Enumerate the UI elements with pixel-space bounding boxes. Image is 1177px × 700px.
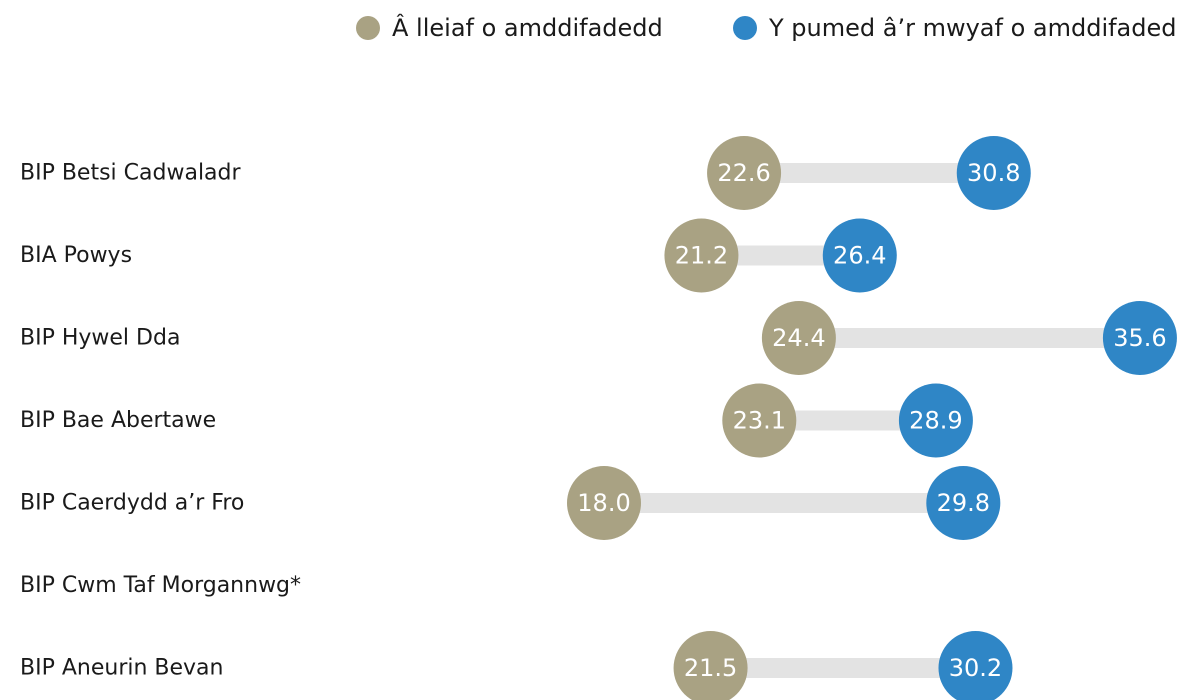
value-label-least-deprived: 21.5 — [684, 654, 737, 682]
point-least-deprived — [567, 466, 641, 540]
legend-dot-most-deprived — [733, 16, 757, 40]
connector-bar — [759, 410, 936, 431]
value-label-most-deprived: 35.6 — [1113, 324, 1166, 352]
point-most-deprived — [926, 466, 1001, 540]
point-least-deprived — [722, 383, 797, 458]
category-label: BIP Betsi Cadwaladr — [20, 161, 242, 186]
category-label: BIP Caerdydd a’r Fro — [20, 491, 244, 516]
connector-bar — [744, 163, 994, 183]
point-least-deprived — [664, 218, 739, 293]
connector-bar — [604, 493, 964, 513]
category-label: BIP Cwm Taf Morgannwg* — [20, 573, 301, 598]
point-most-deprived — [898, 383, 973, 458]
category-label: BIP Aneurin Bevan — [20, 656, 223, 681]
legend-item-most-deprived: Y pumed â’r mwyaf o amddifadedd — [733, 14, 1177, 42]
value-label-least-deprived: 24.4 — [772, 324, 825, 352]
legend-label-most-deprived: Y pumed â’r mwyaf o amddifadedd — [769, 14, 1177, 42]
category-label: BIP Hywel Dda — [20, 326, 180, 351]
value-label-least-deprived: 21.2 — [675, 242, 728, 270]
point-most-deprived — [822, 218, 897, 293]
value-label-least-deprived: 18.0 — [577, 489, 630, 517]
value-label-most-deprived: 26.4 — [833, 242, 886, 270]
value-label-least-deprived: 22.6 — [717, 159, 770, 187]
value-label-most-deprived: 29.8 — [937, 489, 990, 517]
connector-bar — [701, 245, 860, 266]
value-label-least-deprived: 23.1 — [733, 407, 786, 435]
point-least-deprived — [761, 301, 836, 375]
legend: Â lleiaf o amddifadedd Y pumed â’r mwyaf… — [0, 14, 1177, 54]
connector-bar — [710, 658, 976, 678]
legend-dot-least-deprived — [356, 16, 380, 40]
value-label-most-deprived: 28.9 — [909, 407, 962, 435]
category-label: BIP Bae Abertawe — [20, 408, 216, 433]
point-most-deprived — [956, 136, 1031, 210]
point-least-deprived — [707, 136, 782, 210]
value-label-most-deprived: 30.2 — [949, 654, 1002, 682]
connector-bar — [798, 328, 1140, 348]
point-most-deprived — [938, 631, 1013, 700]
legend-item-least-deprived: Â lleiaf o amddifadedd — [356, 14, 663, 42]
point-most-deprived — [1102, 301, 1177, 375]
category-label: BIA Powys — [20, 243, 132, 268]
value-label-most-deprived: 30.8 — [967, 159, 1020, 187]
legend-label-least-deprived: Â lleiaf o amddifadedd — [392, 14, 663, 42]
point-least-deprived — [673, 631, 748, 700]
